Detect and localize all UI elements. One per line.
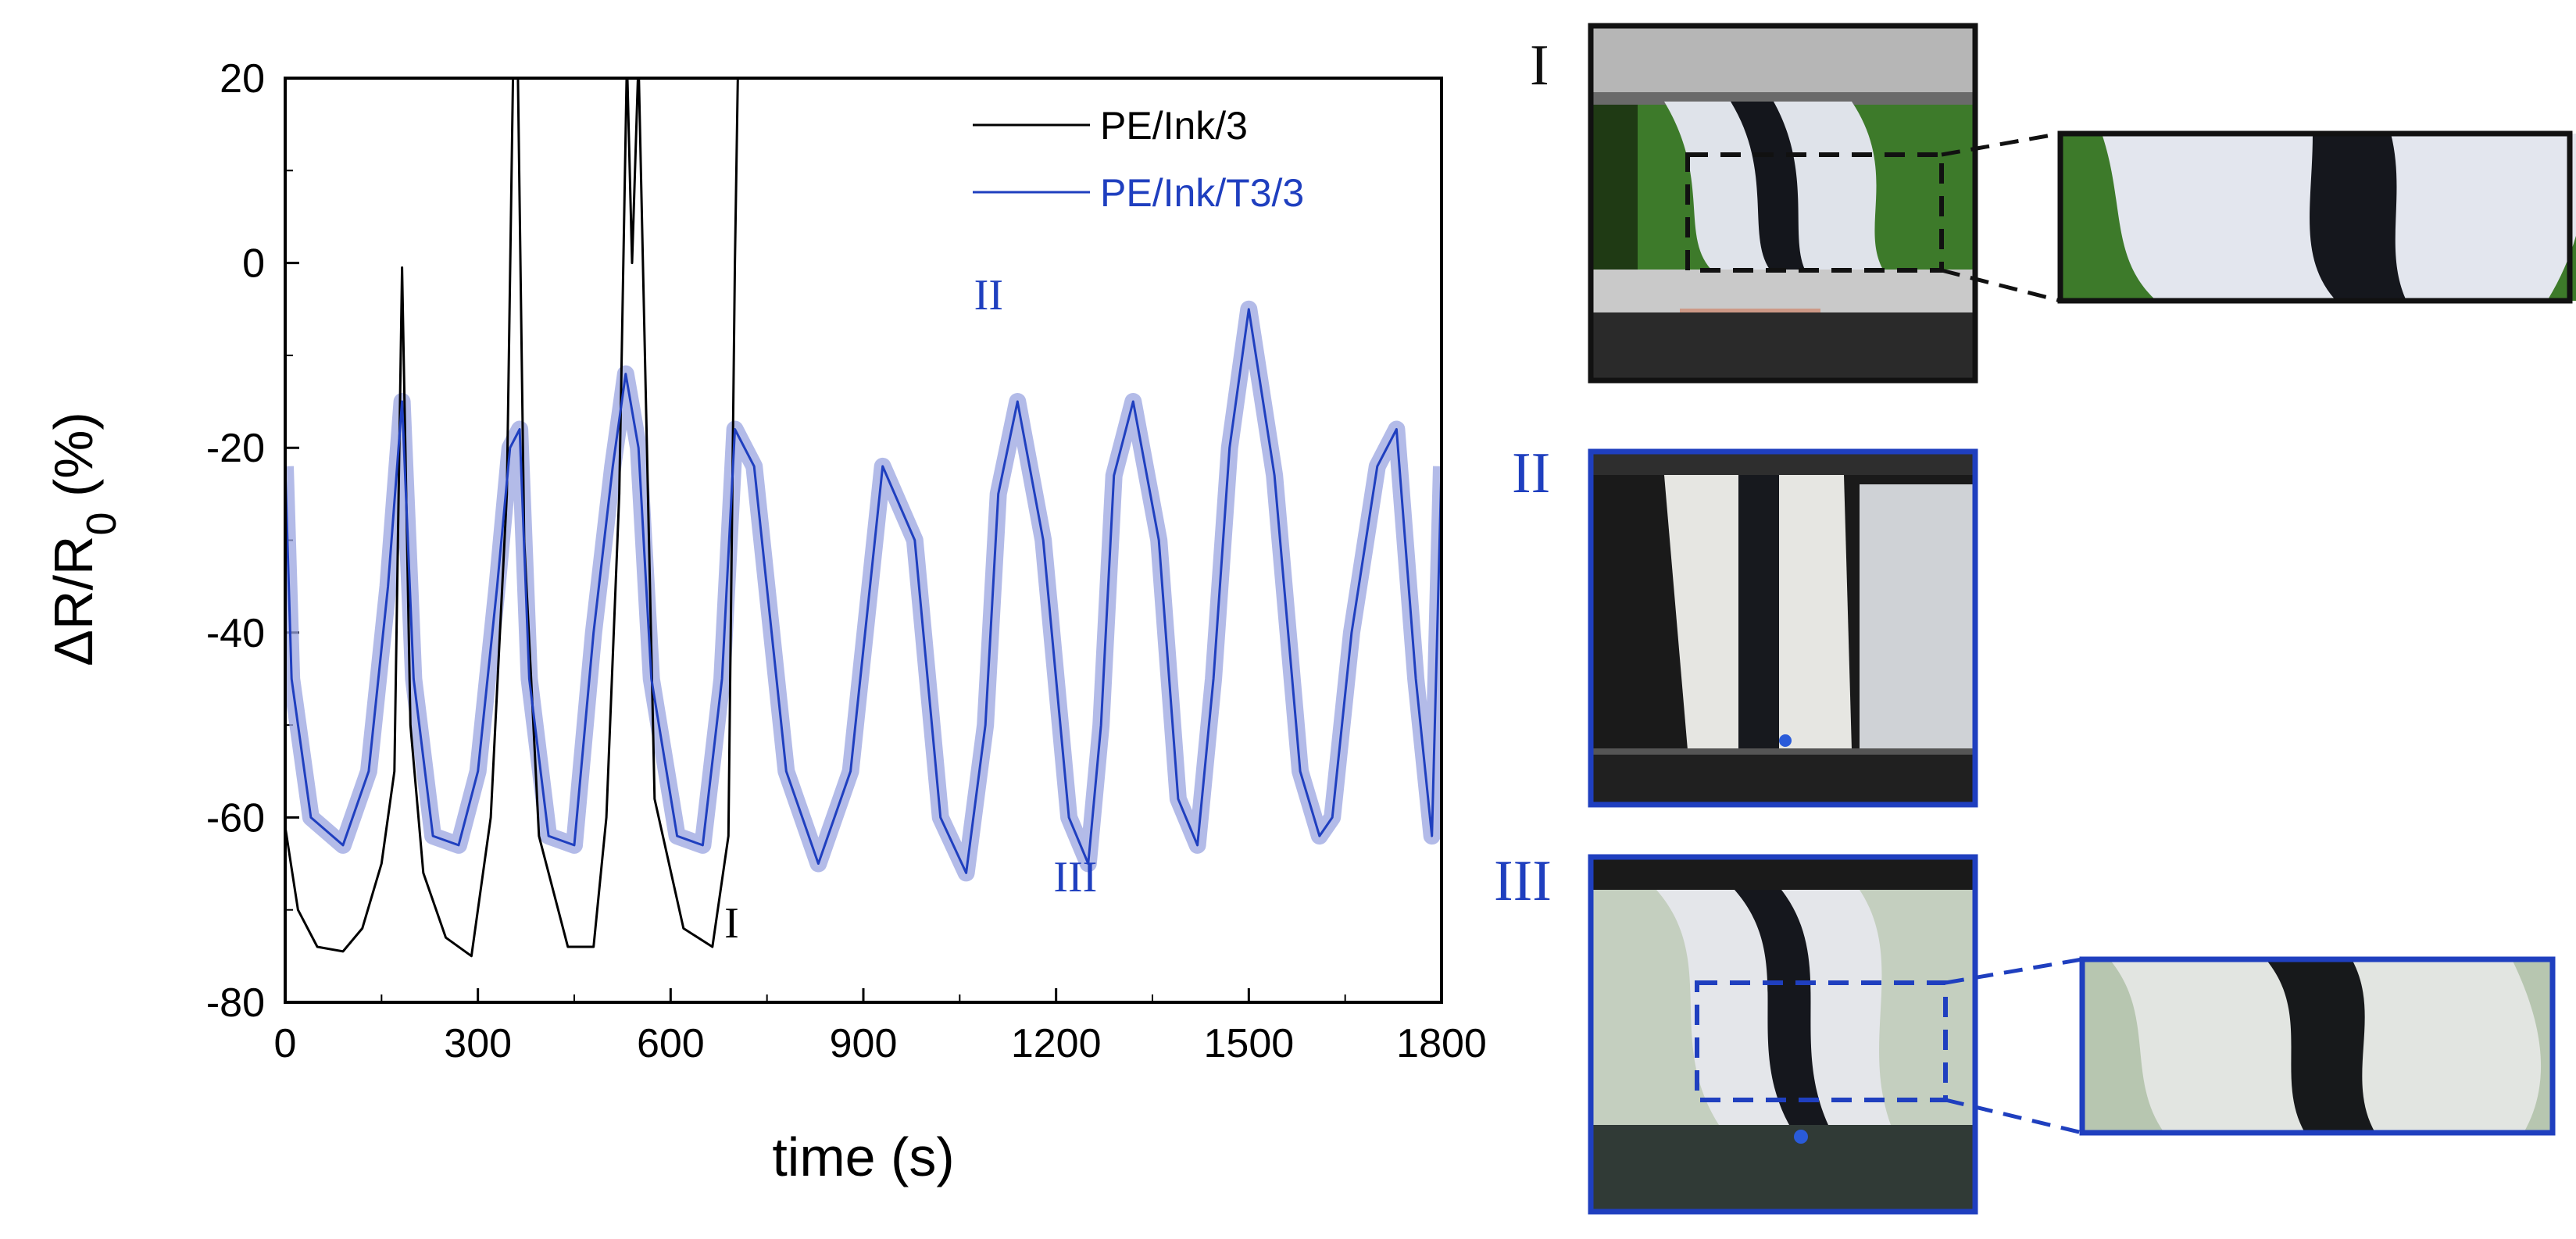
x-tick-label: 900 (830, 1021, 898, 1066)
x-tick-labels: 0 300 600 900 1200 1500 1800 (274, 1021, 1487, 1066)
photo-i-frame (1588, 23, 1978, 384)
y-axis-title-subscript: 0 (78, 512, 125, 535)
photo-panel-iii: III (1494, 849, 2556, 1215)
x-tick-label: 1800 (1396, 1021, 1487, 1066)
legend-label-pe-ink-t3-3: PE/Ink/T3/3 (1100, 171, 1304, 215)
photo-i-zoom-line-top (1941, 131, 2061, 157)
photo-iii (1591, 857, 1975, 1212)
y-axis-title-main: ΔR/R (43, 536, 104, 666)
y-tick-label: -20 (206, 426, 265, 471)
series-layer (285, 78, 1442, 958)
photo-i-inset-frame (2057, 130, 2573, 304)
photo-iii-zoom-line-bottom (1945, 1098, 2083, 1135)
plot-frame (284, 77, 1443, 1004)
photo-i-zoom-box (1685, 152, 1944, 273)
y-tick-labels: 20 0 -20 -40 -60 -80 (206, 56, 265, 1026)
panel-label-i: I (1530, 34, 1549, 98)
photo-iii-frame (1588, 854, 1978, 1215)
photo-i-zoom-line-bottom (1941, 268, 2061, 303)
y-tick-label: -80 (206, 980, 265, 1026)
series-line-0 (285, 78, 739, 958)
error-band-layer (285, 300, 1442, 882)
photo-i (1591, 26, 1975, 380)
y-tick-label: 0 (242, 241, 265, 287)
series-error-band-1 (285, 300, 1442, 882)
x-axis-title: time (s) (772, 1127, 954, 1187)
photo-iii-inset-frame (2079, 956, 2556, 1136)
y-tick-label: 20 (220, 56, 265, 102)
y-axis-title: ΔR/R0 (%) (43, 412, 125, 666)
y-tick-label: -40 (206, 611, 265, 656)
photo-i-inset (2060, 134, 2576, 301)
x-tick-label: 600 (637, 1021, 705, 1066)
photo-ii (1591, 452, 1975, 805)
photo-iii-zoom-box (1695, 980, 1948, 1102)
photo-ii-frame (1588, 448, 1978, 808)
panel-label-iii: III (1494, 849, 1552, 913)
photo-panel-ii: II (1512, 441, 1978, 808)
photo-iii-zoom-line-top (1945, 957, 2083, 985)
x-tick-label: 300 (444, 1021, 512, 1066)
photo-iii-inset (2082, 959, 2553, 1133)
series-line-1 (285, 308, 1442, 874)
panel-label-ii: II (1512, 441, 1550, 505)
chart-annotation: III (1053, 853, 1097, 902)
chart-annotation: I (724, 899, 739, 948)
y-axis-title-unit: (%) (43, 412, 104, 512)
x-tick-label: 0 (274, 1021, 297, 1066)
axis-ticks (284, 77, 1443, 1004)
x-tick-label: 1200 (1011, 1021, 1102, 1066)
chart: 0 300 600 900 1200 1500 1800 20 0 -20 -40 -60 -80 t… (43, 56, 1487, 1187)
y-tick-label: -60 (206, 795, 265, 841)
legend-label-pe-ink-3: PE/Ink/3 (1100, 104, 1248, 148)
chart-annotation: II (974, 271, 1003, 320)
photo-panel-i: I (1530, 23, 2576, 384)
x-tick-label: 1500 (1203, 1021, 1294, 1066)
legend: PE/Ink/3 PE/Ink/T3/3 (973, 104, 1304, 215)
